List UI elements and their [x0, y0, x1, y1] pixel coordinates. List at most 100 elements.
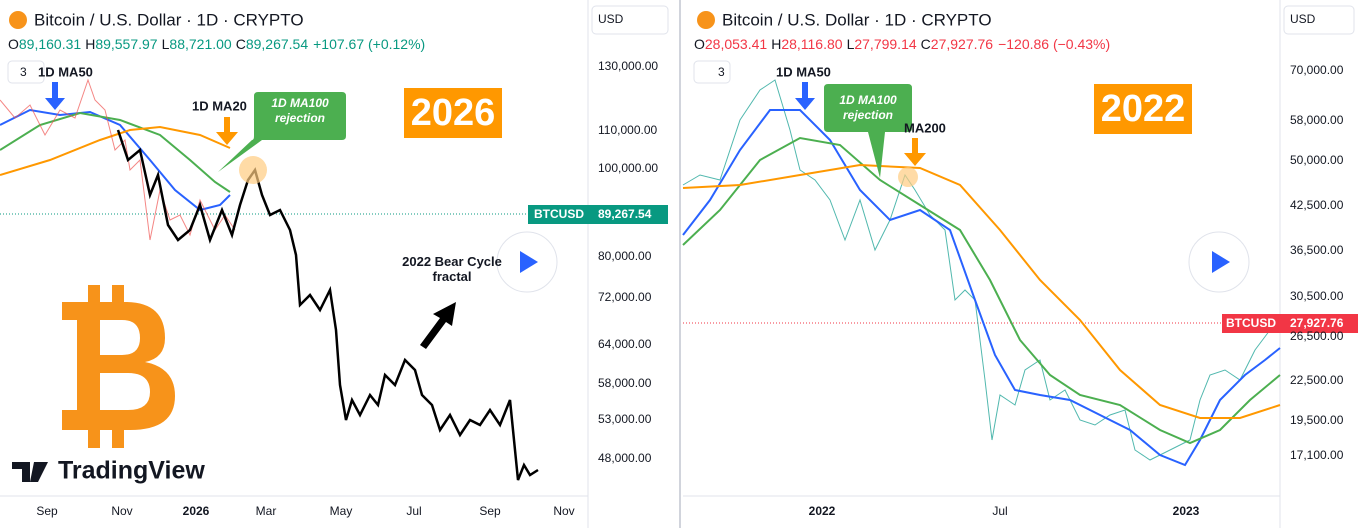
brand: TradingView	[58, 457, 205, 485]
indicator-count: 3	[20, 65, 27, 79]
right-chart	[682, 79, 1281, 467]
price-label: 26,500.00	[1290, 329, 1344, 343]
play-icon	[1212, 251, 1230, 273]
indicator-toggle[interactable]	[7, 60, 45, 84]
price-tag	[528, 205, 668, 224]
arrow	[420, 302, 456, 349]
title: Bitcoin / U.S. Dollar · 1D · CRYPTO	[34, 10, 304, 29]
price-label: 17,100.00	[1290, 448, 1344, 462]
price-label: 48,000.00	[598, 451, 652, 465]
value: 89,557.97	[95, 36, 157, 52]
value: 28,116.80	[781, 36, 842, 52]
bitcoin-logo	[88, 285, 100, 305]
bitcoin-logo	[112, 285, 124, 305]
bitcoin-logo	[62, 302, 175, 430]
play-icon	[520, 251, 538, 273]
tag-symbol: BTCUSD	[534, 207, 584, 221]
value: 28,053.41	[705, 36, 767, 52]
price-label: 64,000.00	[598, 337, 652, 351]
price-label: 50,000.00	[1290, 153, 1344, 167]
time-label: May	[330, 504, 353, 518]
price-label: 58,000.00	[598, 376, 652, 390]
year-box	[404, 88, 502, 138]
callout-text: 1D MA100 rejection	[839, 93, 897, 122]
rejection-marker	[898, 167, 918, 187]
arrow	[904, 138, 926, 166]
value: 89,267.54	[246, 36, 308, 52]
change: −120.86 (−0.43%)	[998, 36, 1110, 52]
year-label: 2022	[1101, 88, 1186, 130]
indicator-toggle[interactable]	[693, 60, 731, 84]
price-label: 42,500.00	[1290, 198, 1344, 212]
price-label: 110,000.00	[598, 123, 657, 137]
annotation: 1D MA50	[38, 64, 93, 79]
label: C	[921, 36, 931, 52]
price-label: 130,000.00	[598, 59, 658, 73]
coin-icon	[697, 11, 715, 29]
label: H	[771, 36, 781, 52]
indicator-count: 3	[718, 65, 725, 79]
price-label: 53,000.00	[598, 412, 652, 426]
currency-button[interactable]	[591, 5, 669, 35]
label: L	[162, 36, 170, 52]
fractal-path	[116, 129, 539, 481]
ma50-line	[682, 109, 1281, 467]
tag-price: 89,267.54	[598, 207, 652, 221]
text-line: fractal	[432, 269, 471, 284]
text-line: 1D MA100	[271, 96, 329, 110]
callout-box	[218, 92, 346, 172]
annotation: 1D MA50	[776, 64, 831, 79]
text-line: 2022 Bear Cycle	[402, 254, 502, 269]
ohlc: O89,160.31 H89,557.97 L88,721.00 C89,267.54…	[8, 36, 425, 52]
price-label: 80,000.00	[598, 249, 652, 263]
callout-box	[824, 84, 912, 178]
time-label: Sep	[36, 504, 58, 518]
value: 27,799.14	[854, 36, 916, 52]
time-label: Mar	[256, 504, 277, 518]
text-line: 1D MA100	[839, 93, 897, 107]
value: 88,721.00	[169, 36, 231, 52]
text-line: rejection	[843, 108, 893, 122]
time-label: 2022	[809, 504, 836, 518]
coin-icon	[9, 11, 27, 29]
label: L	[847, 36, 855, 52]
price-label: 58,000.00	[1290, 113, 1344, 127]
ohlc: O28,053.41 H28,116.80 L27,799.14 C27,927.76…	[694, 36, 1110, 52]
time-label: Nov	[111, 504, 132, 518]
price-label: 19,500.00	[1290, 413, 1344, 427]
price-label: 30,500.00	[1290, 289, 1344, 303]
currency: USD	[598, 12, 624, 26]
ma200-line	[0, 125, 231, 176]
tv-logo	[12, 462, 48, 482]
bitcoin-logo	[88, 428, 100, 448]
label: H	[85, 36, 95, 52]
label: O	[694, 36, 705, 52]
value: 27,927.76	[931, 36, 993, 52]
change: +107.67 (+0.12%)	[313, 36, 425, 52]
ma100-line	[682, 136, 1281, 445]
currency: USD	[1290, 12, 1316, 26]
arrow	[45, 82, 65, 110]
price-tag	[1222, 314, 1358, 333]
price-label: 72,000.00	[598, 290, 652, 304]
time-label: Nov	[553, 504, 574, 518]
time-label: 2023	[1173, 504, 1200, 518]
time-label: Sep	[479, 504, 501, 518]
value: 89,160.31	[19, 36, 81, 52]
year-label: 2026	[411, 92, 496, 134]
ma200-line	[682, 163, 1281, 419]
price-label: 36,500.00	[1290, 243, 1344, 257]
label: C	[236, 36, 246, 52]
rejection-marker	[239, 156, 267, 184]
label: O	[8, 36, 19, 52]
price-label: 22,500.00	[1290, 373, 1344, 387]
annotation: 2022 Bear Cycle fractal	[402, 254, 502, 284]
tag-symbol: BTCUSD	[1226, 316, 1276, 330]
callout-text: 1D MA100 rejection	[271, 96, 329, 125]
ma50-line	[0, 108, 231, 212]
arrow	[216, 117, 238, 145]
left-chart	[0, 78, 558, 482]
axes: 130,000.00 110,000.00 100,000.00 80,000.00 7…	[36, 59, 1343, 518]
currency-button[interactable]	[1283, 5, 1355, 35]
